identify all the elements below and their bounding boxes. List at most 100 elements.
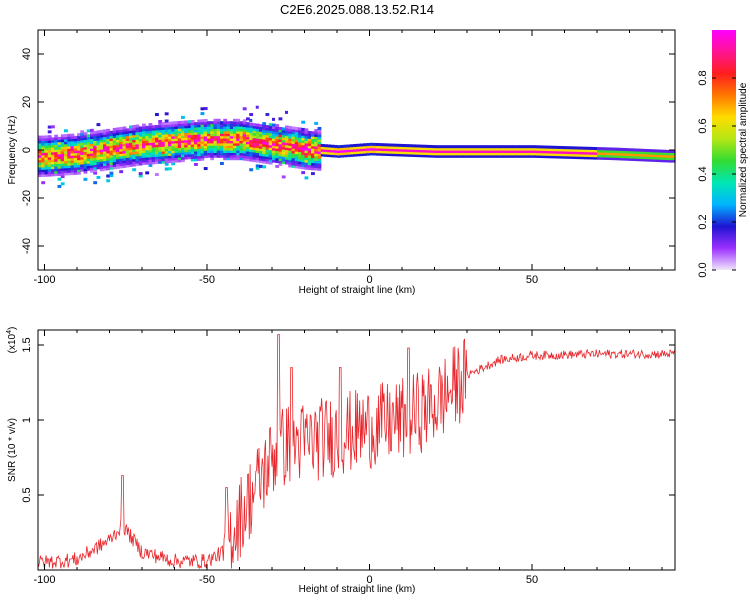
spectrogram-cell xyxy=(561,148,566,152)
spectrogram-cell xyxy=(226,135,231,139)
spectrogram-cell xyxy=(662,149,666,153)
spectrogram-cell xyxy=(356,146,361,150)
spectrogram-cell xyxy=(213,128,218,132)
spectrogram-cell xyxy=(395,150,400,154)
spectrogram-cell xyxy=(138,152,143,156)
spectrogram-cell xyxy=(161,155,166,159)
spectrogram-cell xyxy=(457,150,462,153)
spectrogram-cell xyxy=(489,152,494,156)
spectrogram-cell xyxy=(580,151,585,155)
spectrogram-cell xyxy=(168,131,172,135)
spectrogram-cell xyxy=(369,152,374,156)
spectrogram-cell xyxy=(278,126,283,130)
spectrogram-cell xyxy=(392,148,397,152)
spectrogram-cell xyxy=(278,158,283,162)
spectrogram-cell xyxy=(246,148,250,152)
spectrogram-cell xyxy=(213,130,218,134)
spectrogram-cell xyxy=(645,158,650,162)
spectrogram-cell xyxy=(106,160,111,164)
spectrogram-cell xyxy=(376,145,380,149)
spectrogram-cell xyxy=(64,172,68,176)
spectrogram-cell xyxy=(129,149,133,153)
spectrogram-cell xyxy=(112,135,117,139)
spectrogram-cell xyxy=(606,147,611,151)
spectrogram-cell xyxy=(93,181,98,185)
spectrogram-cell xyxy=(132,156,137,160)
spectrogram-cell xyxy=(41,171,46,175)
spectrogram-cell xyxy=(272,142,276,146)
spectrogram-cell xyxy=(437,147,442,151)
spectrogram-cell xyxy=(41,142,46,146)
spectrogram-cell xyxy=(67,162,72,166)
spectrogram-cell xyxy=(148,139,153,143)
spectrogram-cell xyxy=(291,128,296,132)
spectrogram-cell xyxy=(288,142,293,146)
spectrogram-cell xyxy=(54,173,59,177)
spectrogram-cell xyxy=(480,152,484,156)
spectrogram-cell xyxy=(463,150,468,153)
spectrogram-cell xyxy=(145,147,150,151)
spectrogram-cell xyxy=(460,154,465,158)
spectrogram-cell xyxy=(246,126,250,130)
colorbar-ticks: 0.00.20.40.60.8 xyxy=(697,70,736,278)
spectrogram-cell xyxy=(174,145,179,149)
spectrogram-cell xyxy=(658,151,663,155)
spectrogram-cell xyxy=(275,133,280,137)
spectrogram-cell xyxy=(577,156,582,160)
spectrogram-cell xyxy=(311,150,315,154)
spectrogram-cell xyxy=(307,131,312,135)
spectrogram-cell xyxy=(158,122,163,126)
spectrogram-cell xyxy=(207,140,211,144)
spectrogram-cell xyxy=(135,131,140,135)
spectrogram-cell xyxy=(298,156,302,160)
spectrogram-cell xyxy=(343,149,348,153)
spectrogram-cell xyxy=(132,144,137,148)
spectrogram-cell xyxy=(275,126,280,130)
spectrogram-cell xyxy=(288,130,293,134)
spectrogram-cell xyxy=(38,142,42,146)
spectrogram-cell xyxy=(220,142,224,146)
spectrogram-y-tick-label: 0 xyxy=(21,147,33,153)
spectrogram-cell xyxy=(99,149,104,153)
spectrogram-cell xyxy=(272,133,276,137)
spectrogram-cell xyxy=(229,133,234,137)
spectrogram-cell xyxy=(187,127,192,131)
spectrogram-cell xyxy=(301,127,306,131)
spectrogram-cell xyxy=(294,143,299,147)
spectrogram-cell xyxy=(294,136,299,140)
spectrogram-cell xyxy=(467,150,471,153)
spectrogram-cell xyxy=(307,143,312,147)
spectrogram-cell xyxy=(236,152,241,156)
spectrogram-cell xyxy=(77,157,81,161)
spectrogram-cell xyxy=(41,138,46,141)
spectrogram-cell xyxy=(483,147,488,151)
spectrogram-cell xyxy=(265,134,270,138)
spectrogram-cell xyxy=(109,150,114,153)
spectrogram-cell xyxy=(129,127,133,131)
spectrogram-cell xyxy=(249,132,254,136)
spectrogram-cell xyxy=(116,146,120,150)
spectrogram-cell xyxy=(96,151,101,155)
spectrogram-cell xyxy=(70,145,75,149)
spectrogram-cell xyxy=(161,129,166,133)
spectrogram-cell xyxy=(561,146,566,150)
spectrogram-cell xyxy=(649,151,653,155)
spectrogram-cell xyxy=(486,147,491,151)
spectrogram-cell xyxy=(129,137,133,141)
spectrogram-cell xyxy=(249,153,254,157)
spectrogram-cell xyxy=(216,147,221,151)
spectrogram-cell xyxy=(132,168,137,172)
spectrogram-cell xyxy=(379,152,384,156)
spectrogram-cell xyxy=(220,140,224,144)
spectrogram-cell xyxy=(64,162,68,166)
spectrogram-cell xyxy=(164,162,169,166)
spectrogram-cell xyxy=(353,144,358,147)
spectrogram-cell xyxy=(483,152,488,156)
spectrogram-cell xyxy=(434,145,439,149)
spectrogram-cell xyxy=(304,166,309,170)
spectrogram-cell xyxy=(223,142,228,146)
spectrogram-cell xyxy=(93,157,98,161)
spectrogram-cell xyxy=(606,157,611,161)
spectrogram-cell xyxy=(83,134,88,138)
spectrogram-cell xyxy=(220,162,224,165)
